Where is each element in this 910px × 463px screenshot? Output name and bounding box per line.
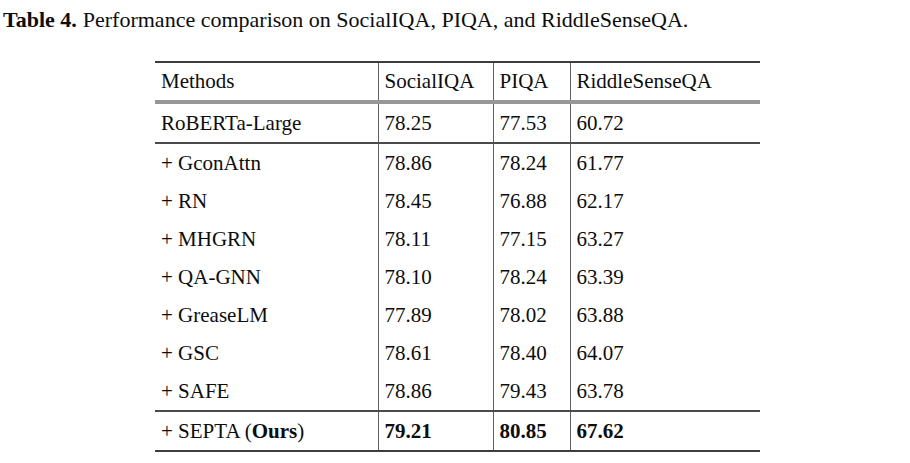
score-cell-socialiqa: 79.21 [378, 411, 493, 451]
column-header-piqa: PIQA [493, 62, 570, 102]
table-row: + GconAttn 78.86 78.24 61.77 [155, 143, 760, 182]
results-table: Methods SocialIQA PIQA RiddleSenseQA RoB… [155, 61, 760, 452]
score-cell-piqa: 76.88 [493, 182, 570, 220]
score-cell-riddlesenseqa: 62.17 [570, 182, 760, 220]
score-cell-riddlesenseqa: 63.27 [570, 220, 760, 258]
score-cell-riddlesenseqa: 63.78 [570, 372, 760, 411]
table-row: RoBERTa-Large 78.25 77.53 60.72 [155, 102, 760, 143]
score-cell-piqa: 78.40 [493, 334, 570, 372]
score-cell-socialiqa: 78.45 [378, 182, 493, 220]
method-cell: RoBERTa-Large [155, 102, 378, 143]
method-cell: + QA-GNN [155, 258, 378, 296]
score-cell-socialiqa: 78.10 [378, 258, 493, 296]
column-header-riddlesenseqa: RiddleSenseQA [570, 62, 760, 102]
score-cell-socialiqa: 78.61 [378, 334, 493, 372]
score-cell-socialiqa: 77.89 [378, 296, 493, 334]
column-header-socialiqa: SocialIQA [378, 62, 493, 102]
score-cell-socialiqa: 78.11 [378, 220, 493, 258]
score-cell-piqa: 77.15 [493, 220, 570, 258]
caption-label: Table 4. [3, 7, 77, 32]
score-cell-piqa: 80.85 [493, 411, 570, 451]
header-row: Methods SocialIQA PIQA RiddleSenseQA [155, 62, 760, 102]
table-row: + GSC 78.61 78.40 64.07 [155, 334, 760, 372]
page: { "caption": { "label": "Table 4.", "tex… [0, 0, 910, 463]
score-cell-piqa: 77.53 [493, 102, 570, 143]
method-cell: + GSC [155, 334, 378, 372]
caption-text: Performance comparison on SocialIQA, PIQ… [83, 7, 688, 32]
column-header-methods: Methods [155, 62, 378, 102]
method-suffix: ) [297, 419, 304, 443]
method-ours-label: Ours [252, 419, 298, 443]
table-caption: Table 4.Performance comparison on Social… [3, 7, 688, 33]
table-row-ours: + SEPTA (Ours) 79.21 80.85 67.62 [155, 411, 760, 451]
score-cell-riddlesenseqa: 63.88 [570, 296, 760, 334]
score-cell-socialiqa: 78.86 [378, 143, 493, 182]
method-cell: + SEPTA (Ours) [155, 411, 378, 451]
score-cell-socialiqa: 78.25 [378, 102, 493, 143]
score-cell-piqa: 78.24 [493, 258, 570, 296]
table-row: + GreaseLM 77.89 78.02 63.88 [155, 296, 760, 334]
score-cell-piqa: 78.02 [493, 296, 570, 334]
score-cell-riddlesenseqa: 64.07 [570, 334, 760, 372]
method-cell: + GreaseLM [155, 296, 378, 334]
table-row: + RN 78.45 76.88 62.17 [155, 182, 760, 220]
table-row: + QA-GNN 78.10 78.24 63.39 [155, 258, 760, 296]
score-cell-riddlesenseqa: 61.77 [570, 143, 760, 182]
score-cell-riddlesenseqa: 60.72 [570, 102, 760, 143]
method-cell: + MHGRN [155, 220, 378, 258]
score-cell-riddlesenseqa: 63.39 [570, 258, 760, 296]
method-prefix: + SEPTA ( [161, 419, 252, 443]
method-cell: + SAFE [155, 372, 378, 411]
score-cell-riddlesenseqa: 67.62 [570, 411, 760, 451]
score-cell-piqa: 78.24 [493, 143, 570, 182]
method-cell: + GconAttn [155, 143, 378, 182]
table-row: + MHGRN 78.11 77.15 63.27 [155, 220, 760, 258]
method-cell: + RN [155, 182, 378, 220]
score-cell-socialiqa: 78.86 [378, 372, 493, 411]
table-row: + SAFE 78.86 79.43 63.78 [155, 372, 760, 411]
score-cell-piqa: 79.43 [493, 372, 570, 411]
